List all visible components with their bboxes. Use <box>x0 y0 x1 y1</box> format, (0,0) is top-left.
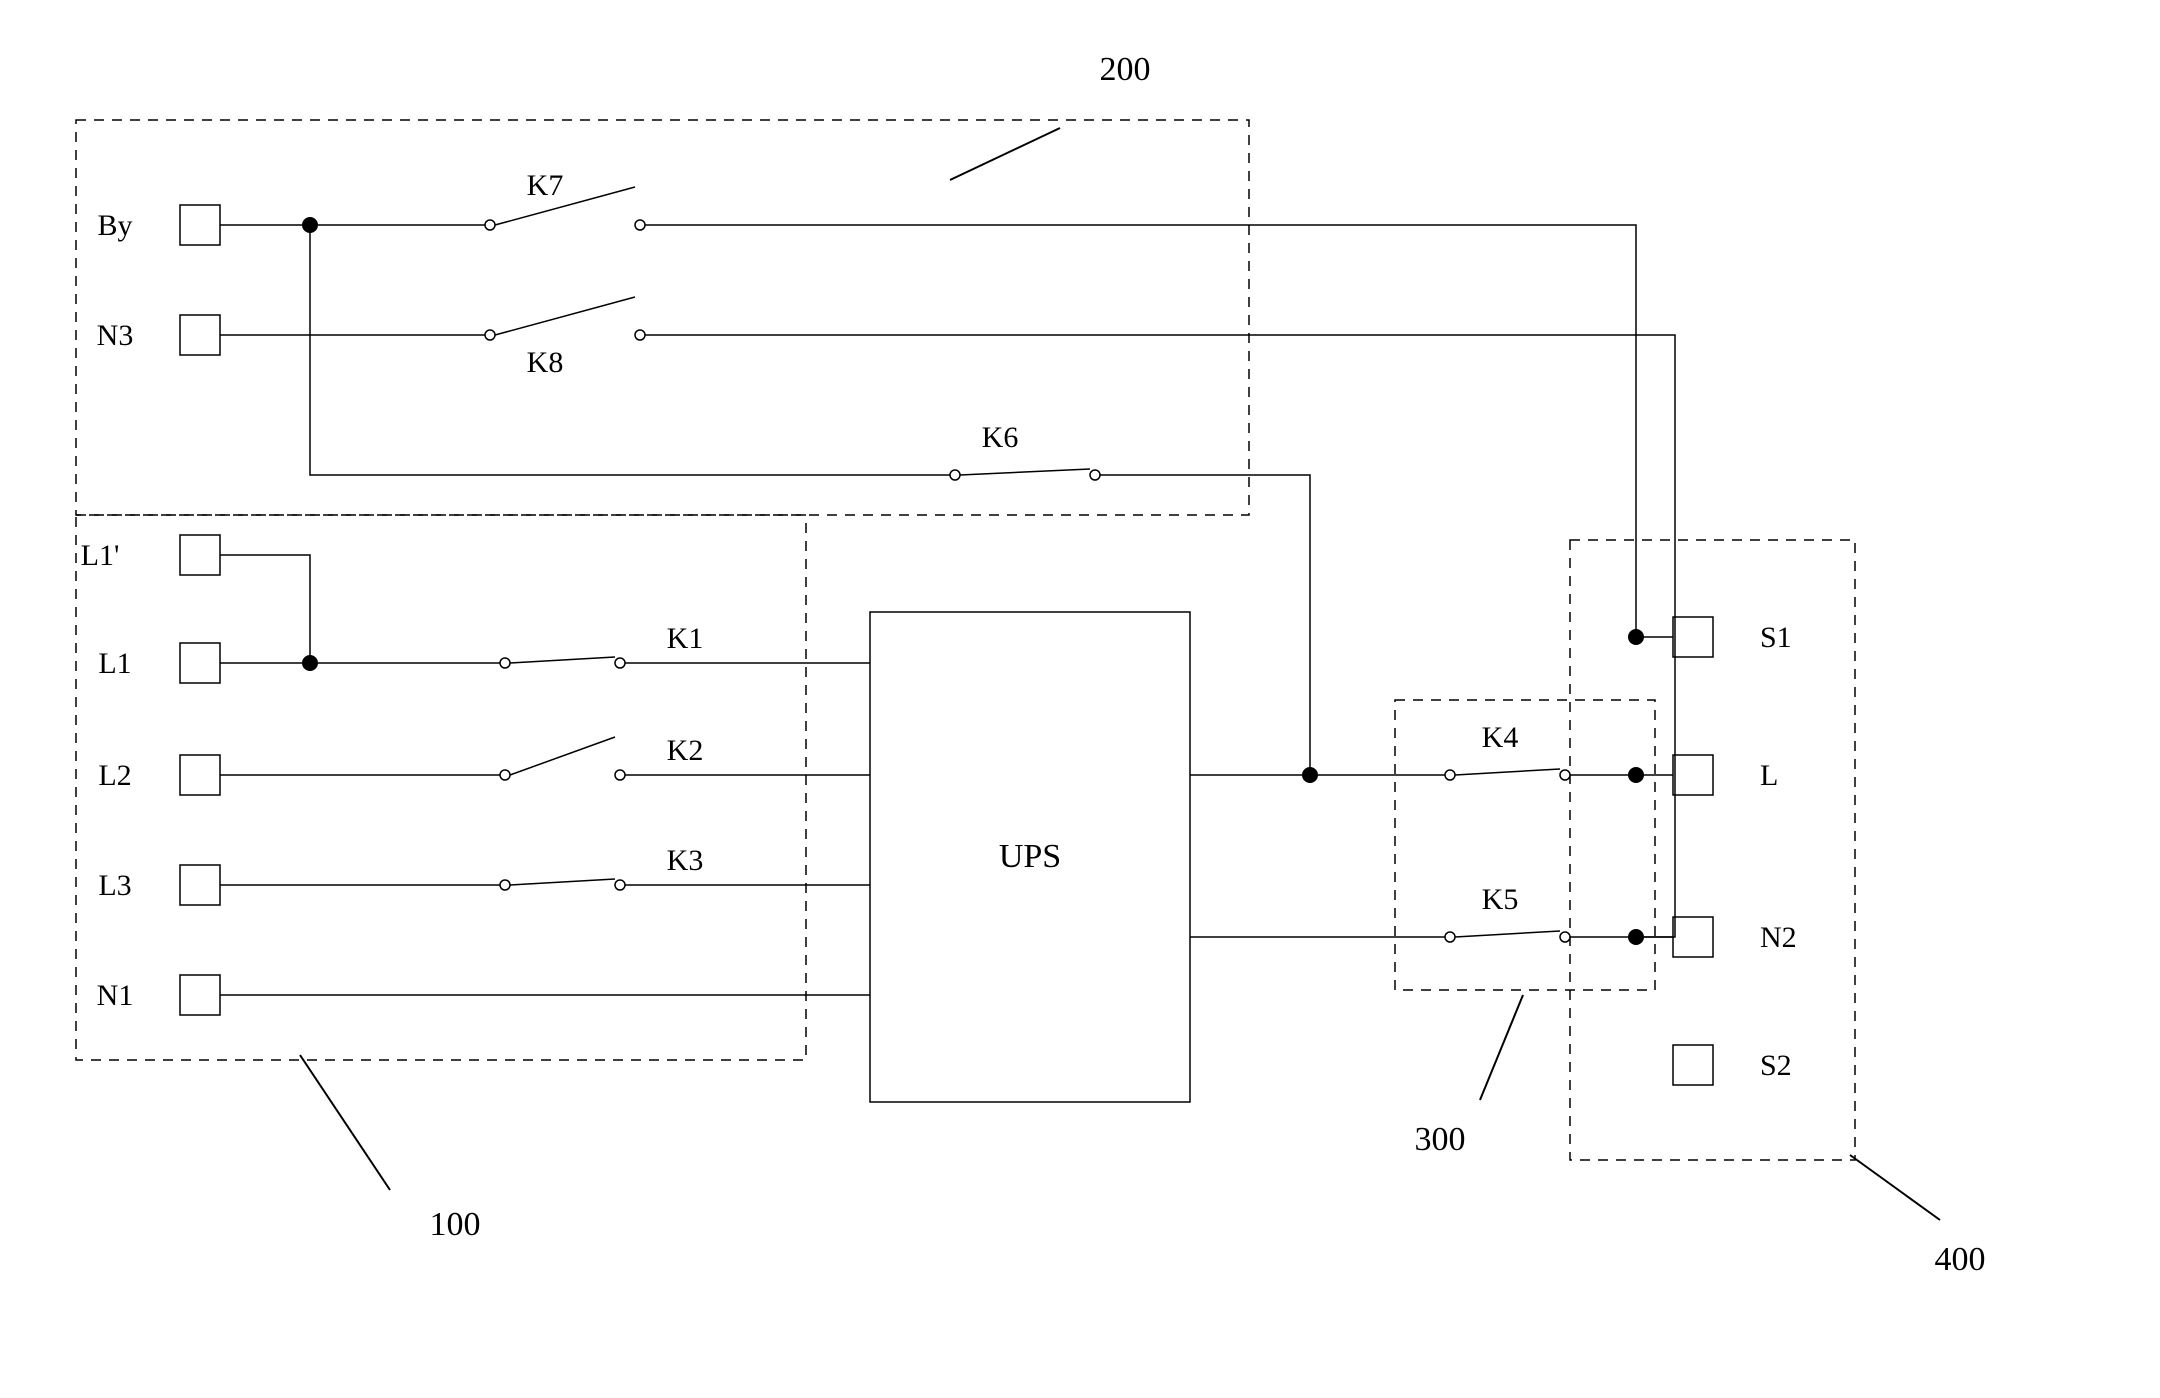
terminal-N2 <box>1673 917 1713 957</box>
node-n_N2 <box>1628 929 1644 945</box>
terminal-L1 <box>180 643 220 683</box>
terminal-N3 <box>180 315 220 355</box>
leader-b400 <box>1850 1155 1940 1220</box>
switch-contact-b-K4 <box>1560 770 1570 780</box>
leader-b200 <box>950 128 1060 180</box>
terminal-label-S1: S1 <box>1760 621 1792 654</box>
switch-contact-a-K8 <box>485 330 495 340</box>
wire-K6-down <box>1095 475 1310 775</box>
switch-contact-b-K8 <box>635 330 645 340</box>
switch-blade-K4 <box>1455 769 1560 775</box>
leader-b100 <box>300 1055 390 1190</box>
terminal-N1 <box>180 975 220 1015</box>
switch-blade-K6 <box>960 469 1090 475</box>
switch-contact-a-K2 <box>500 770 510 780</box>
box-label-b100: 100 <box>430 1206 481 1243</box>
switch-blade-K5 <box>1455 931 1560 937</box>
switch-contact-b-K3 <box>615 880 625 890</box>
terminal-L <box>1673 755 1713 795</box>
switch-contact-a-K4 <box>1445 770 1455 780</box>
box-label-b200: 200 <box>1100 51 1151 88</box>
terminal-label-L3: L3 <box>98 869 131 902</box>
switch-label-K5: K5 <box>1482 883 1519 916</box>
switch-contact-b-K5 <box>1560 932 1570 942</box>
terminal-L3 <box>180 865 220 905</box>
node-n_By <box>302 217 318 233</box>
wire-K7-to-S1 <box>640 225 1636 637</box>
box-label-b400: 400 <box>1935 1241 1986 1278</box>
switch-label-K1: K1 <box>667 622 704 655</box>
switch-label-K6: K6 <box>982 421 1019 454</box>
terminal-label-By: By <box>97 209 132 242</box>
node-n_out <box>1302 767 1318 783</box>
terminal-L1p <box>180 535 220 575</box>
ups-label: UPS <box>999 838 1061 875</box>
switch-blade-K3 <box>510 879 615 885</box>
terminal-label-L2: L2 <box>98 759 131 792</box>
wire-L1p <box>220 555 310 663</box>
wire-K8-to-N2 <box>640 335 1675 937</box>
switch-contact-b-K1 <box>615 658 625 668</box>
node-n_L <box>1628 767 1644 783</box>
switch-blade-K1 <box>510 657 615 663</box>
terminal-label-S2: S2 <box>1760 1049 1792 1082</box>
box-label-b300: 300 <box>1415 1121 1466 1158</box>
switch-blade-K8 <box>495 297 635 335</box>
leader-b300 <box>1480 995 1523 1100</box>
dashed-box-b200 <box>76 120 1249 515</box>
switch-contact-a-K1 <box>500 658 510 668</box>
terminal-label-N2: N2 <box>1760 921 1797 954</box>
switch-blade-K2 <box>510 737 615 775</box>
terminal-S2 <box>1673 1045 1713 1085</box>
wire-By-to-K6 <box>310 225 955 475</box>
terminal-label-L1: L1 <box>98 647 131 680</box>
switch-label-K2: K2 <box>667 734 704 767</box>
switch-label-K4: K4 <box>1482 721 1519 754</box>
terminal-L2 <box>180 755 220 795</box>
switch-contact-a-K6 <box>950 470 960 480</box>
switch-label-K8: K8 <box>527 346 564 379</box>
terminal-label-N1: N1 <box>97 979 134 1012</box>
node-n_S1 <box>1628 629 1644 645</box>
terminal-S1 <box>1673 617 1713 657</box>
terminal-label-N3: N3 <box>97 319 134 352</box>
switch-contact-b-K7 <box>635 220 645 230</box>
switch-blade-K7 <box>495 187 635 225</box>
switch-contact-b-K6 <box>1090 470 1100 480</box>
switch-contact-a-K3 <box>500 880 510 890</box>
switch-contact-b-K2 <box>615 770 625 780</box>
switch-contact-a-K7 <box>485 220 495 230</box>
switch-label-K3: K3 <box>667 844 704 877</box>
terminal-label-L1p: L1' <box>81 539 120 572</box>
switch-contact-a-K5 <box>1445 932 1455 942</box>
terminal-label-L: L <box>1760 759 1778 792</box>
switch-label-K7: K7 <box>527 169 564 202</box>
terminal-By <box>180 205 220 245</box>
node-n_L1 <box>302 655 318 671</box>
dashed-box-b300 <box>1395 700 1655 990</box>
